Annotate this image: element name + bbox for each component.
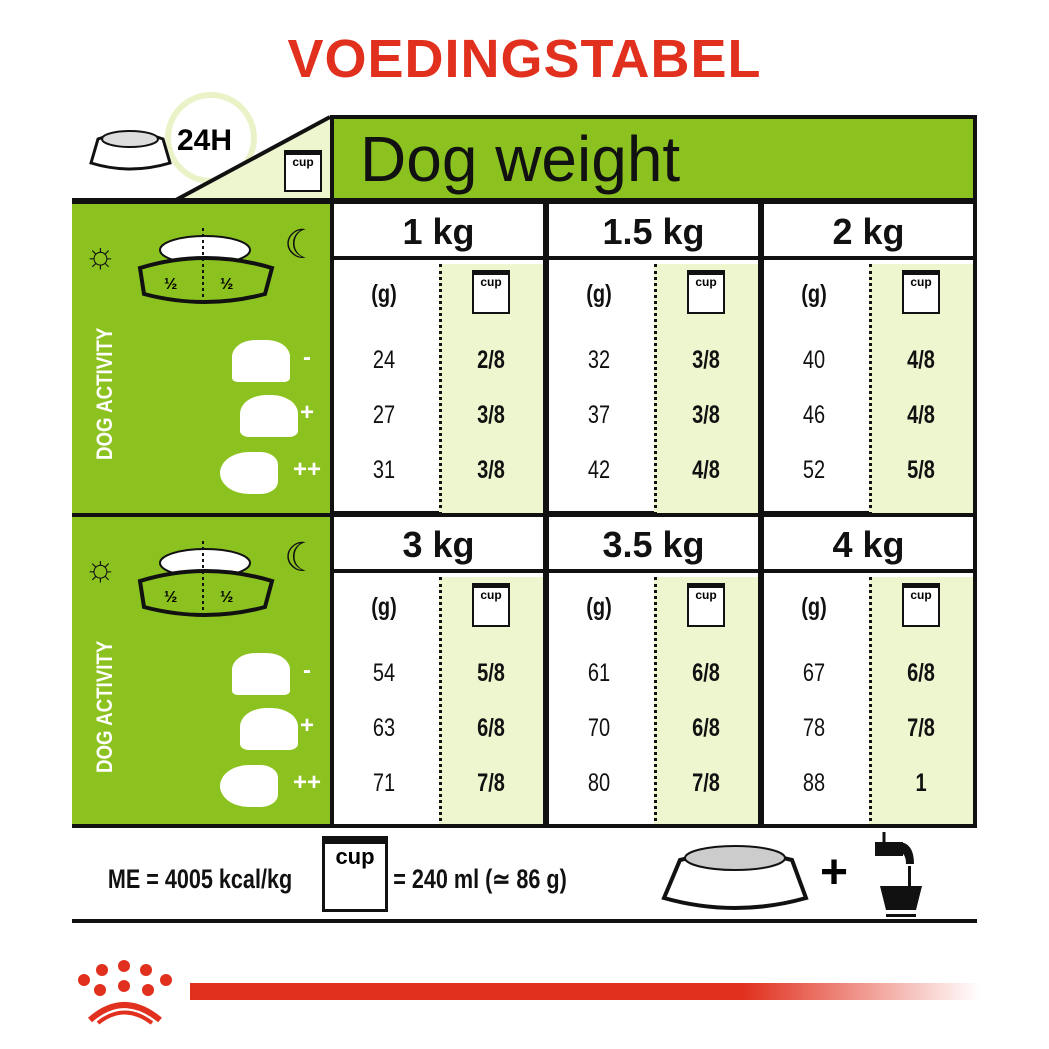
cup-value: 4/8: [692, 456, 720, 484]
cup-icon: cup: [687, 270, 725, 314]
page-title: VOEDINGSTABEL: [287, 29, 762, 89]
cup-value: 7/8: [477, 769, 505, 797]
cup-value: 6/8: [692, 659, 720, 687]
grams-value: 52: [802, 456, 826, 484]
grams-value: 32: [587, 346, 611, 374]
dog-standing-icon: [240, 395, 298, 437]
grams-value: 67: [802, 659, 826, 687]
cup-value: 3/8: [692, 401, 720, 429]
cup-value: 4/8: [907, 346, 935, 374]
cup-icon: cup: [472, 583, 510, 627]
cup-value: 7/8: [692, 769, 720, 797]
footer-cup-icon: cup: [322, 836, 388, 912]
half-portion-night: ½: [220, 589, 234, 606]
cup-value: 3/8: [477, 456, 505, 484]
cup-value: 3/8: [692, 346, 720, 374]
activity-level: -: [303, 344, 311, 371]
grams-header: (g): [371, 593, 397, 621]
grams-value: 61: [587, 659, 611, 687]
dog-lying-icon: [232, 653, 290, 695]
grams-header: (g): [801, 280, 827, 308]
dog-activity-label: DOG ACTIVITY: [92, 640, 117, 773]
grams-value: 31: [372, 456, 396, 484]
weight-label: 1.5 kg: [549, 204, 758, 260]
grams-header: (g): [586, 593, 612, 621]
weight-label: 1 kg: [334, 204, 543, 260]
grams-value: 70: [587, 714, 611, 742]
cup-value: 6/8: [907, 659, 935, 687]
cup-value: 2/8: [477, 346, 505, 374]
water-tap-icon: [875, 832, 922, 917]
grams-header: (g): [371, 280, 397, 308]
food-bowl-icon: [661, 845, 809, 910]
dog-running-icon: [220, 452, 278, 494]
cup-value: 3/8: [477, 401, 505, 429]
sun-icon: ☼: [84, 234, 117, 275]
divider: [72, 824, 977, 828]
grams-value: 78: [802, 714, 826, 742]
activity-level: +: [299, 712, 314, 739]
period-label: 24H: [177, 124, 233, 157]
energy-value: ME = 4005 kcal/kg: [107, 864, 293, 894]
split-bowl-icon: [137, 541, 275, 619]
grams-value: 71: [372, 769, 396, 797]
cup-icon: cup: [687, 583, 725, 627]
dog-weight-title: Dog weight: [360, 123, 681, 195]
activity-level: +: [299, 399, 314, 426]
cup-equivalence: = 240 ml (≃ 86 g): [393, 864, 567, 894]
weight-column: 3 kg: [330, 513, 547, 828]
cup-value: 7/8: [907, 714, 935, 742]
moon-icon: ☾: [284, 223, 320, 267]
grams-value: 42: [587, 456, 611, 484]
cup-value: 1: [915, 769, 927, 797]
activity-level: ++: [292, 769, 322, 796]
grams-value: 37: [587, 401, 611, 429]
dog-standing-icon: [240, 708, 298, 750]
weight-column: 3.5 kg: [545, 513, 762, 828]
weight-label: 3.5 kg: [549, 517, 758, 573]
header-cup-icon: cup: [284, 150, 322, 192]
cup-icon: cup: [472, 270, 510, 314]
split-bowl-icon: [137, 228, 275, 306]
half-portion-night: ½: [220, 276, 234, 293]
food-bowl-icon: [89, 130, 172, 171]
weight-label: 4 kg: [764, 517, 973, 573]
brand-stripe: [190, 983, 980, 1000]
moon-icon: ☾: [284, 536, 320, 580]
grams-value: 63: [372, 714, 396, 742]
cup-value: 6/8: [692, 714, 720, 742]
grams-value: 88: [802, 769, 826, 797]
cup-value: 5/8: [477, 659, 505, 687]
dog-activity-label: DOG ACTIVITY: [92, 327, 117, 460]
grams-header: (g): [801, 593, 827, 621]
grams-value: 24: [372, 346, 396, 374]
grams-value: 40: [802, 346, 826, 374]
cup-icon: cup: [902, 583, 940, 627]
grams-value: 54: [372, 659, 396, 687]
half-portion-day: ½: [164, 589, 178, 606]
cup-value: 5/8: [907, 456, 935, 484]
grams-value: 80: [587, 769, 611, 797]
grams-header: (g): [586, 280, 612, 308]
grams-value: 46: [802, 401, 826, 429]
weight-label: 3 kg: [334, 517, 543, 573]
divider: [72, 919, 977, 923]
sun-icon: ☼: [84, 547, 117, 588]
half-portion-day: ½: [164, 276, 178, 293]
activity-level: -: [303, 657, 311, 684]
royal-canin-crown-logo: [78, 960, 172, 1025]
cup-value: 6/8: [477, 714, 505, 742]
plus-sign: +: [820, 846, 849, 899]
dog-lying-icon: [232, 340, 290, 382]
weight-column: 4 kg: [760, 513, 977, 828]
cup-value: 4/8: [907, 401, 935, 429]
dog-weight-header: Dog weight: [330, 115, 977, 200]
cup-icon: cup: [902, 270, 940, 314]
activity-level: ++: [292, 456, 322, 483]
dog-running-icon: [220, 765, 278, 807]
grams-value: 27: [372, 401, 396, 429]
weight-label: 2 kg: [764, 204, 973, 260]
